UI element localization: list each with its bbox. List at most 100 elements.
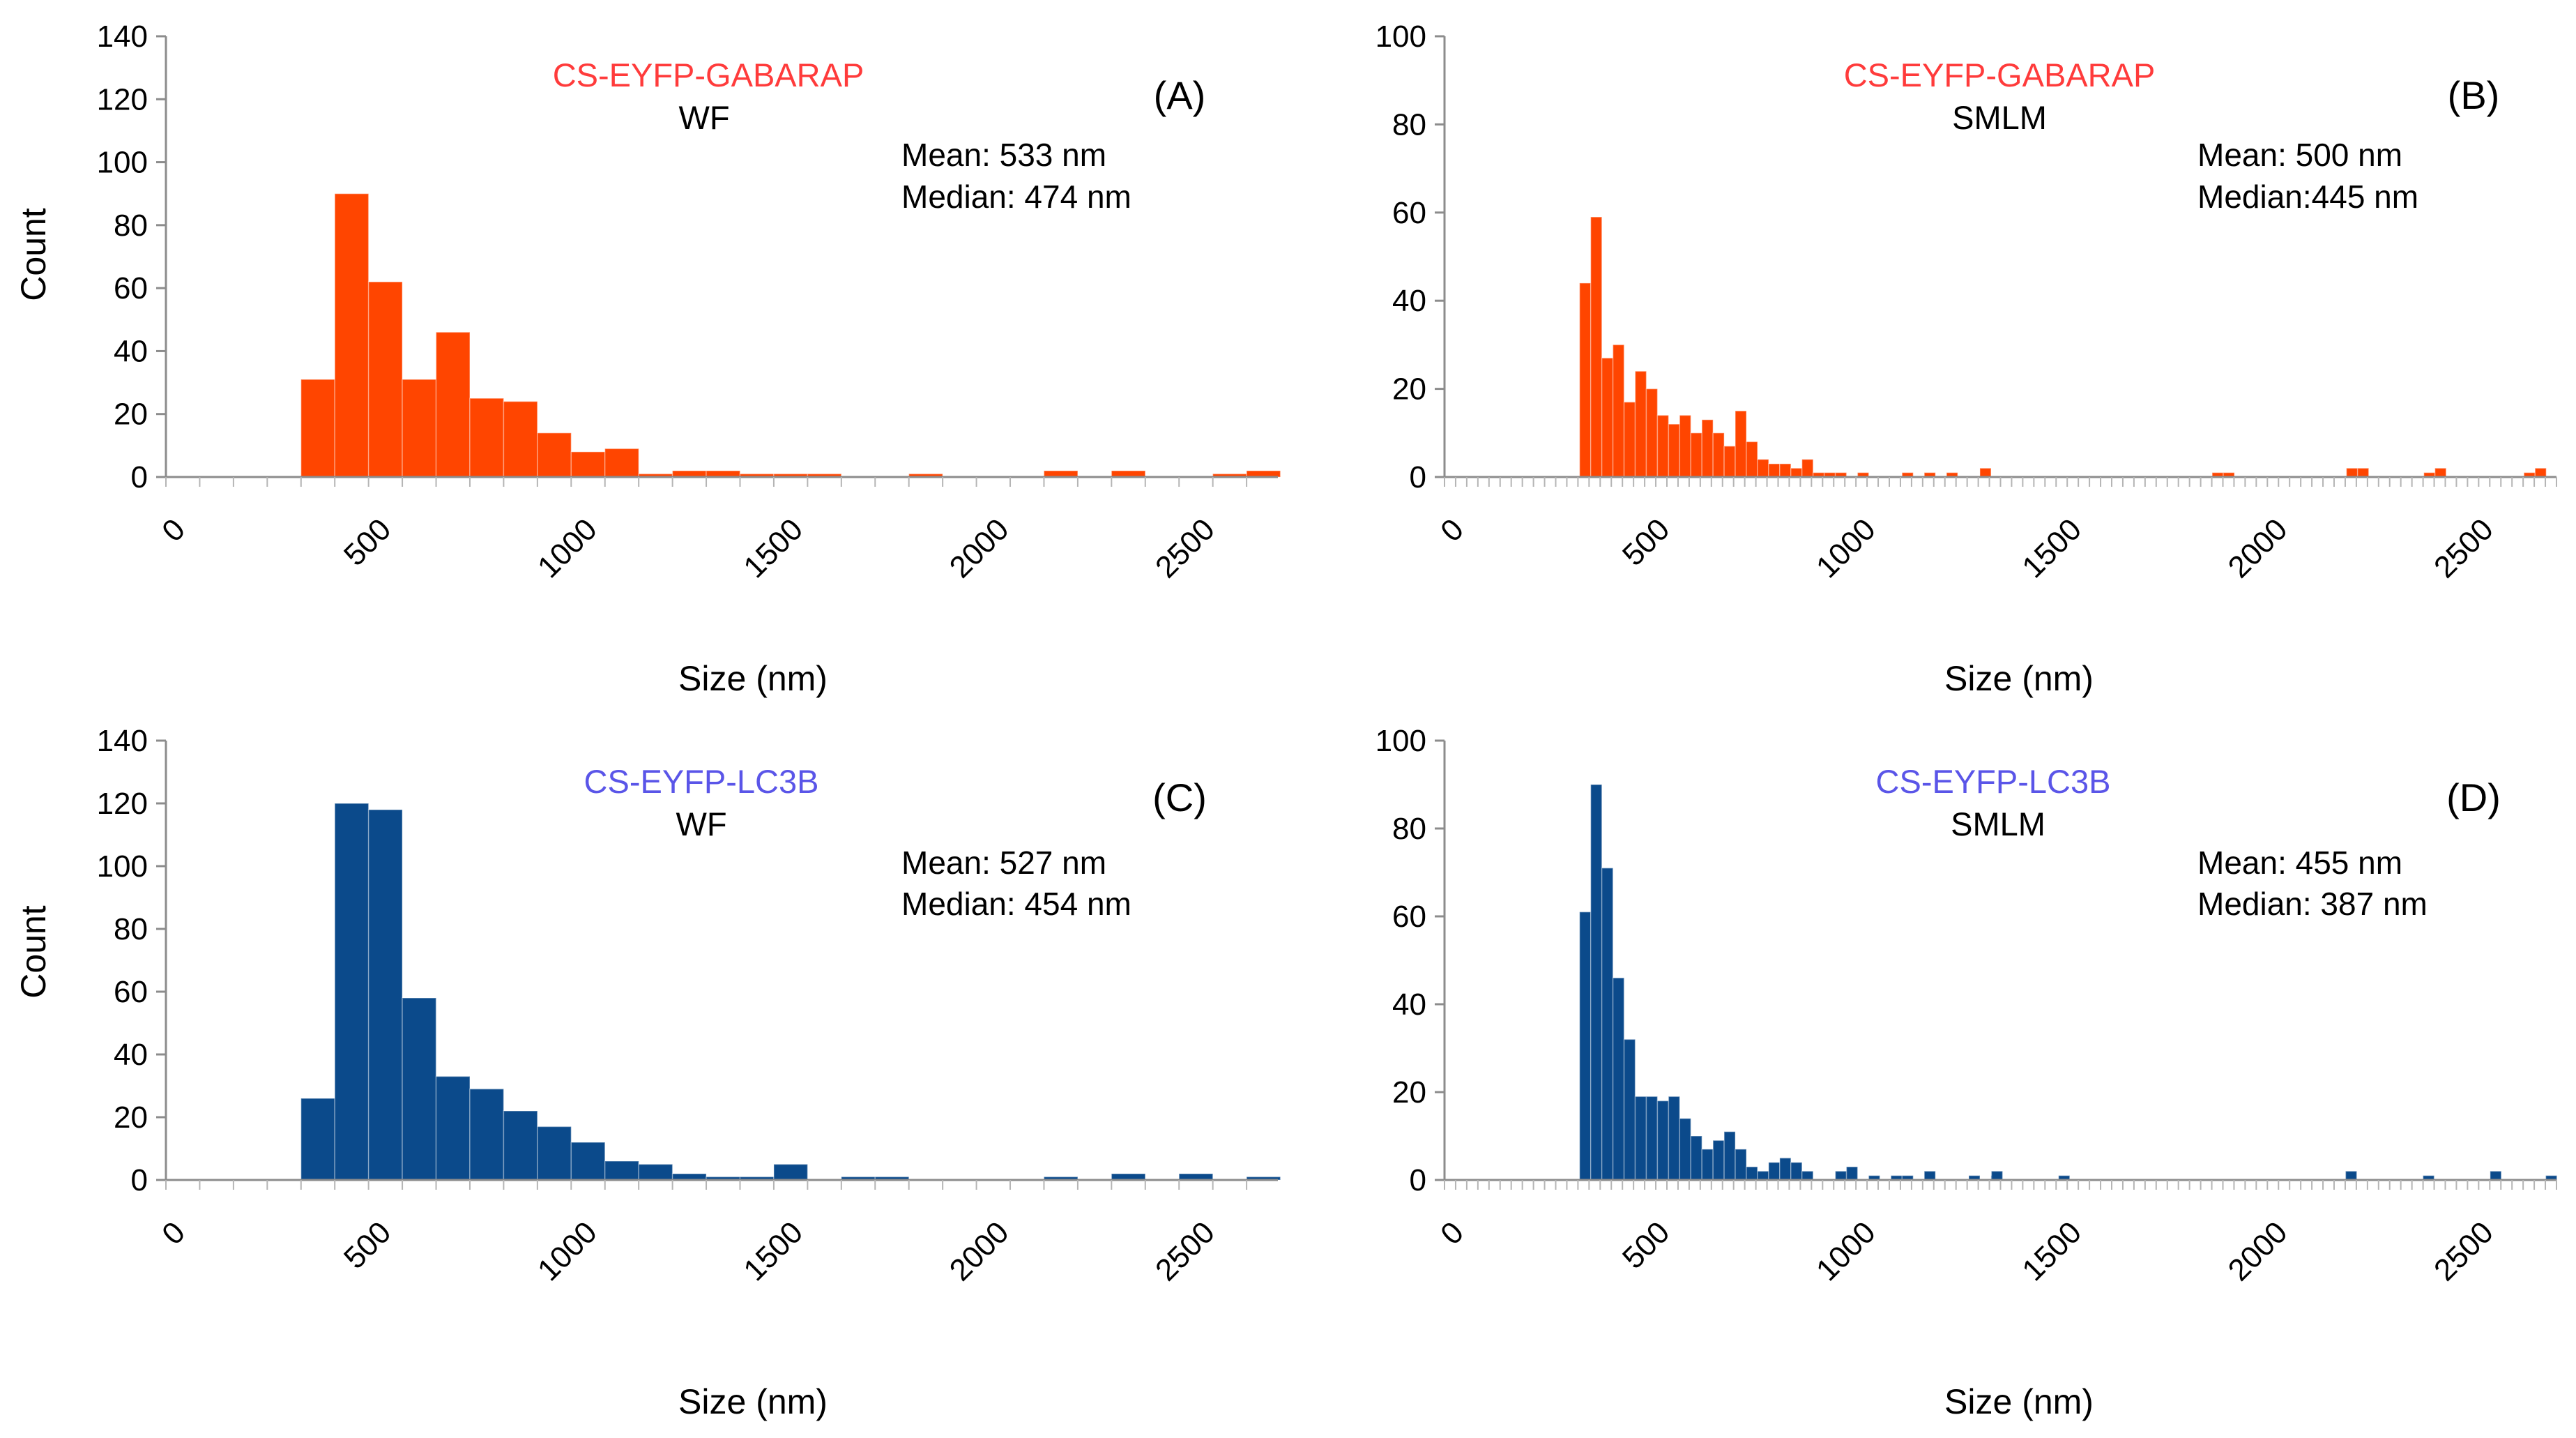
panel-c-median: Median: 454 nm xyxy=(901,886,1131,922)
panel-b-bar xyxy=(1645,388,1659,478)
panel-d-median: Median: 387 nm xyxy=(2197,886,2428,922)
panel-b-bar xyxy=(1579,282,1592,478)
panel-d-x-minor-ticks xyxy=(1444,1180,2557,1190)
panel-b-bar xyxy=(1634,370,1647,478)
panel-a-mean: Mean: 533 nm xyxy=(901,137,1106,173)
panel-c-bars xyxy=(300,803,1281,1181)
panel-d-bar xyxy=(1790,1162,1803,1181)
panel-b-bar xyxy=(1723,446,1736,478)
panel-a-bar xyxy=(435,331,471,478)
panel-d-bar xyxy=(1623,1038,1636,1181)
panel-c-bar xyxy=(367,809,403,1181)
panel-b-bar xyxy=(2534,467,2547,478)
panel-b-bar xyxy=(1735,410,1747,478)
panel-b-xtick-label: 1500 xyxy=(2015,512,2088,584)
panel-c-bar xyxy=(773,1163,809,1181)
panel-a-ytick-label: 20 xyxy=(114,398,148,432)
panel-d-xlabel: Size (nm) xyxy=(1944,1382,2094,1421)
panel-a-median: Median: 474 nm xyxy=(901,179,1131,215)
panel-b-xtick-label: 2000 xyxy=(2222,512,2294,584)
panel-a-ytick-label: 60 xyxy=(114,271,148,305)
panel-d-bar xyxy=(1834,1170,1847,1181)
panel-d-bar xyxy=(1923,1170,1936,1181)
panel-d-bar xyxy=(2345,1170,2358,1181)
panel-b-xlabel: Size (nm) xyxy=(1944,659,2094,698)
panel-c: CS-EYFP-LC3B WF (C) Mean: 527 nm Median:… xyxy=(14,724,1281,1421)
panel-c-mean: Mean: 527 nm xyxy=(901,845,1106,881)
panel-c-ytick-label: 140 xyxy=(97,724,148,758)
panel-a-xtick-label: 1000 xyxy=(531,512,604,584)
panel-d-bar xyxy=(1701,1149,1714,1181)
panel-b-subtitle: SMLM xyxy=(1952,99,2047,136)
panel-b-title: CS-EYFP-GABARAP xyxy=(1844,56,2156,93)
panel-c-subtitle: WF xyxy=(676,805,726,842)
panel-a-ytick-label: 140 xyxy=(97,20,148,54)
panel-a-bar xyxy=(570,451,606,478)
panel-b-ytick-label: 20 xyxy=(1392,372,1426,407)
panel-d-title: CS-EYFP-LC3B xyxy=(1876,763,2111,800)
panel-c-ytick-label: 80 xyxy=(114,912,148,946)
panel-c-xtick-label: 500 xyxy=(337,1215,398,1276)
panel-d-ytick-label: 100 xyxy=(1375,724,1426,758)
panel-b-ytick-label: 80 xyxy=(1392,107,1426,142)
panel-c-label: (C) xyxy=(1152,775,1207,819)
panel-c-bar xyxy=(300,1098,335,1181)
panel-c-bar xyxy=(570,1142,606,1181)
panel-c-xtick-label: 2000 xyxy=(943,1215,1016,1287)
panel-d-bar xyxy=(1746,1166,1758,1181)
panel-d-bar xyxy=(1690,1135,1702,1181)
panel-b-bar xyxy=(1979,467,1992,478)
panel-b-xtick-label: 0 xyxy=(1434,512,1470,548)
panel-c-ytick-label: 20 xyxy=(114,1100,148,1135)
panel-b-bar xyxy=(1656,414,1670,478)
panel-d-bar xyxy=(1735,1149,1747,1181)
panel-c-bar xyxy=(503,1110,538,1181)
panel-c-bar xyxy=(604,1160,639,1181)
panel-d-bar xyxy=(1590,784,1603,1181)
panel-a-title: CS-EYFP-GABARAP xyxy=(553,56,864,93)
panel-d-bar xyxy=(1634,1096,1647,1181)
panel-d-xtick-label: 2500 xyxy=(2428,1215,2500,1287)
panel-b-bar xyxy=(1679,414,1692,478)
panel-b-ytick-label: 100 xyxy=(1375,20,1426,54)
panel-d-bar xyxy=(1845,1166,1859,1181)
panel-a-bars xyxy=(300,192,1281,478)
panel-d-xtick-label: 1000 xyxy=(1810,1215,1882,1287)
panel-b-ytick-label: 0 xyxy=(1410,460,1426,494)
panel-d-label: (D) xyxy=(2446,775,2501,819)
panel-c-ytick-label: 60 xyxy=(114,975,148,1009)
panel-d-bar xyxy=(2490,1170,2502,1181)
panel-d-bar xyxy=(1801,1170,1814,1181)
panel-c-ylabel: Count xyxy=(14,905,53,999)
panel-a-ytick-label: 100 xyxy=(97,146,148,180)
panel-a-xtick-label: 0 xyxy=(155,512,192,548)
panel-a-label: (A) xyxy=(1154,73,1206,117)
panel-c-plot: 0 20 40 60 80 100 120 140 0 500 1000 1500 2000 2500 xyxy=(97,724,1281,1287)
panel-c-bar xyxy=(402,997,437,1181)
panel-a-xtick-label: 2000 xyxy=(943,512,1016,584)
panel-b-bar xyxy=(1612,344,1625,478)
panel-c-bar xyxy=(334,803,369,1181)
panel-d-ytick-label: 20 xyxy=(1392,1075,1426,1110)
panel-d-bar xyxy=(1990,1170,2004,1181)
panel-b-bar xyxy=(1790,467,1803,478)
panel-a-ytick-label: 80 xyxy=(114,209,148,243)
panel-b-mean: Mean: 500 nm xyxy=(2197,137,2402,173)
panel-c-bar xyxy=(638,1163,673,1181)
panel-d-bar xyxy=(1668,1096,1681,1181)
panel-d-subtitle: SMLM xyxy=(1951,805,2045,842)
panel-a-xtick-label: 2500 xyxy=(1149,512,1221,584)
panel-b-xtick-label: 2500 xyxy=(2428,512,2500,584)
panel-a: CS-EYFP-GABARAP WF (A) Mean: 533 nm Medi… xyxy=(14,20,1281,698)
panel-b-bar xyxy=(1701,419,1714,478)
panel-b-bars xyxy=(1579,216,2547,478)
panel-c-bar xyxy=(537,1126,572,1181)
panel-b-bar xyxy=(1757,458,1769,478)
panel-b-bar xyxy=(2345,467,2358,478)
panel-d-bar xyxy=(1679,1118,1692,1181)
panel-c-ytick-label: 120 xyxy=(97,787,148,821)
panel-a-ytick-label: 40 xyxy=(114,334,148,368)
panel-b-bar xyxy=(1668,423,1681,478)
panel-a-bar xyxy=(469,398,505,478)
